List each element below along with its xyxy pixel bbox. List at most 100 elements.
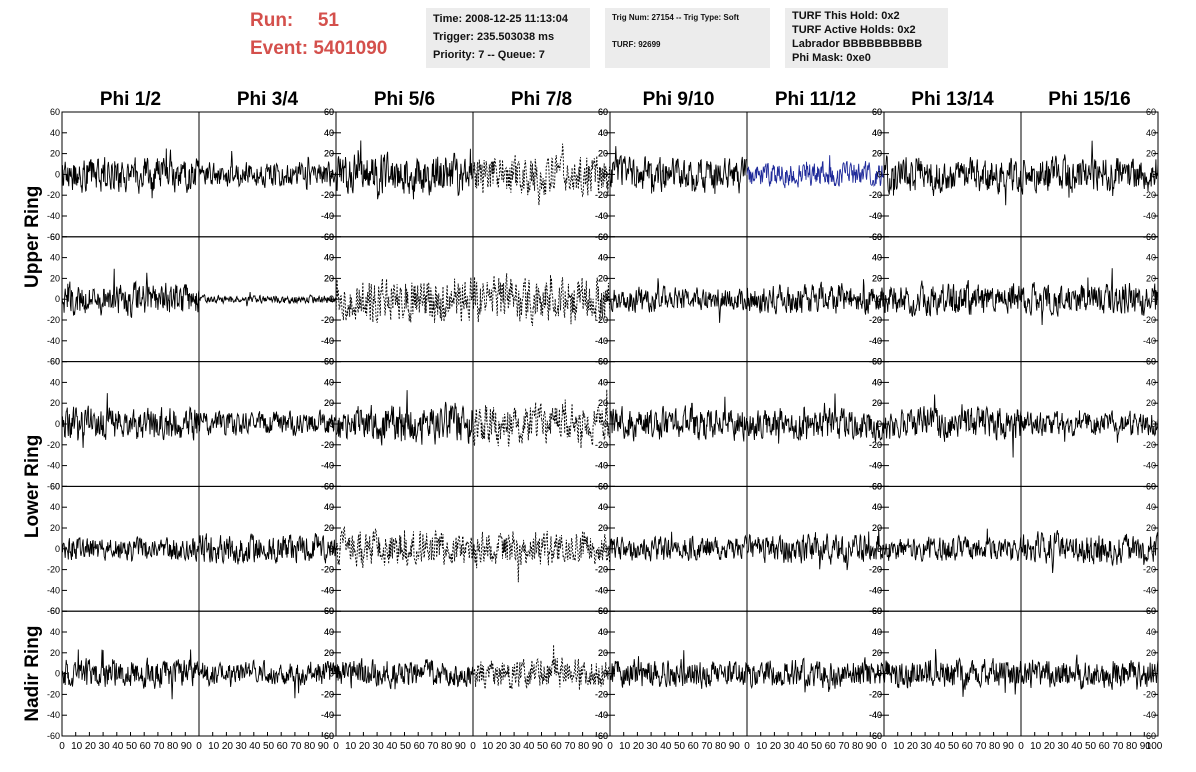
y-tick-label: 40 bbox=[598, 502, 608, 512]
y-tick-label: 60 bbox=[50, 232, 60, 242]
waveform-trace bbox=[61, 649, 200, 700]
y-tick-label: 20 bbox=[324, 648, 334, 658]
x-tick-label: 70 bbox=[564, 741, 576, 752]
x-tick-label: 70 bbox=[1112, 741, 1124, 752]
x-tick-label: 30 bbox=[647, 741, 659, 752]
y-tick-label: -20 bbox=[321, 565, 334, 575]
y-tick-label: -40 bbox=[321, 585, 334, 595]
y-tick-label: -40 bbox=[321, 336, 334, 346]
y-tick-label: 60 bbox=[872, 232, 882, 242]
y-tick-label: -20 bbox=[595, 315, 608, 325]
x-tick-label: 40 bbox=[934, 741, 946, 752]
x-tick-label: 40 bbox=[112, 741, 124, 752]
y-tick-label: -20 bbox=[321, 190, 334, 200]
x-tick-label: 40 bbox=[523, 741, 535, 752]
x-tick-label: 90 bbox=[318, 741, 330, 752]
y-tick-label: -20 bbox=[321, 689, 334, 699]
trig-info-box: Trig Num: 27154 -- Trig Type: Soft TURF:… bbox=[605, 8, 770, 68]
x-tick-label: 90 bbox=[1140, 741, 1152, 752]
x-tick-label: 30 bbox=[784, 741, 796, 752]
x-tick-label: 0 bbox=[744, 741, 750, 752]
y-tick-label: -20 bbox=[321, 689, 334, 699]
trigger-line: Trigger: 235.503038 ms bbox=[433, 31, 555, 43]
x-tick-label: 80 bbox=[578, 741, 590, 752]
y-tick-label: 20 bbox=[598, 648, 608, 658]
waveform-trace bbox=[198, 533, 337, 565]
turf-info-box: TURF This Hold: 0x2 TURF Active Holds: 0… bbox=[785, 8, 948, 68]
waveform-trace bbox=[62, 148, 200, 199]
y-tick-label: 40 bbox=[598, 377, 608, 387]
y-tick-label: 60 bbox=[324, 606, 334, 616]
x-tick-label: 30 bbox=[510, 741, 522, 752]
run-value: 51 bbox=[317, 10, 339, 31]
y-tick-label: 40 bbox=[598, 627, 608, 637]
y-tick-label: 40 bbox=[324, 253, 334, 263]
y-tick-label: -20 bbox=[47, 565, 60, 575]
x-tick-label: 30 bbox=[1058, 741, 1070, 752]
y-tick-label: -20 bbox=[321, 565, 334, 575]
y-tick-label: 20 bbox=[50, 648, 60, 658]
y-tick-label: 40 bbox=[50, 253, 60, 263]
y-tick-label: -40 bbox=[595, 710, 608, 720]
panel-frame bbox=[198, 485, 337, 612]
x-tick-label: 70 bbox=[701, 741, 713, 752]
y-tick-label: 0 bbox=[1151, 419, 1156, 429]
y-tick-label: 60 bbox=[324, 107, 334, 117]
y-tick-label: -40 bbox=[1143, 585, 1156, 595]
row-group-label: Nadir Ring bbox=[22, 626, 43, 722]
waveform-trace bbox=[472, 389, 611, 449]
y-tick-label: 20 bbox=[324, 648, 334, 658]
waveform-trace bbox=[1020, 268, 1159, 326]
y-tick-label: 0 bbox=[877, 669, 882, 679]
run-event-box: Run: 51 Event: 5401090 bbox=[250, 8, 420, 68]
y-tick-label: 20 bbox=[598, 523, 608, 533]
x-tick-label: 20 bbox=[359, 741, 371, 752]
waveform-trace bbox=[61, 536, 200, 562]
x-tick-label: 40 bbox=[797, 741, 809, 752]
y-tick-label: 0 bbox=[603, 669, 608, 679]
x-tick-label: 20 bbox=[1044, 741, 1056, 752]
x-tick-label: 60 bbox=[962, 741, 974, 752]
x-tick-label: 80 bbox=[1126, 741, 1138, 752]
column-title: Phi 1/2 bbox=[100, 89, 161, 110]
waveform-trace bbox=[335, 140, 474, 200]
y-tick-label: 0 bbox=[55, 294, 60, 304]
y-tick-label: -40 bbox=[47, 710, 60, 720]
waveform-trace bbox=[609, 531, 748, 562]
y-tick-label: -60 bbox=[47, 731, 60, 741]
y-tick-label: 40 bbox=[598, 128, 608, 138]
x-tick-label: 80 bbox=[989, 741, 1001, 752]
x-tick-label: 90 bbox=[729, 741, 741, 752]
y-tick-label: 60 bbox=[598, 606, 608, 616]
y-tick-label: -20 bbox=[1143, 689, 1156, 699]
y-tick-label: -40 bbox=[1143, 211, 1156, 221]
x-tick-label: 70 bbox=[838, 741, 850, 752]
run-label-line: Run: 51 bbox=[250, 10, 339, 32]
waveform-trace bbox=[609, 146, 748, 194]
event-label-line: Event: 5401090 bbox=[250, 38, 387, 60]
column-title: Phi 15/16 bbox=[1048, 89, 1130, 110]
y-tick-label: 0 bbox=[603, 669, 608, 679]
y-tick-label: -20 bbox=[869, 190, 882, 200]
x-tick-label: 80 bbox=[441, 741, 453, 752]
y-tick-label: 60 bbox=[598, 107, 608, 117]
y-tick-label: 60 bbox=[598, 357, 608, 367]
y-tick-label: 20 bbox=[324, 523, 334, 533]
y-tick-label: 0 bbox=[329, 669, 334, 679]
y-tick-label: 20 bbox=[872, 149, 882, 159]
x-tick-label: 60 bbox=[140, 741, 152, 752]
x-tick-label: 50 bbox=[537, 741, 549, 752]
waveform-trace bbox=[335, 658, 474, 690]
y-tick-label: 40 bbox=[872, 128, 882, 138]
x-tick-label: 40 bbox=[386, 741, 398, 752]
y-tick-label: 20 bbox=[324, 398, 334, 408]
y-tick-label: 20 bbox=[598, 398, 608, 408]
x-tick-label: 20 bbox=[770, 741, 782, 752]
x-tick-label: 80 bbox=[304, 741, 316, 752]
trig-num-line: Trig Num: 27154 -- Trig Type: Soft bbox=[612, 13, 739, 22]
y-tick-label: 0 bbox=[329, 544, 334, 554]
waveform-trace bbox=[1020, 140, 1159, 198]
x-tick-label: 100 bbox=[1146, 741, 1163, 752]
y-tick-label: 0 bbox=[877, 419, 882, 429]
